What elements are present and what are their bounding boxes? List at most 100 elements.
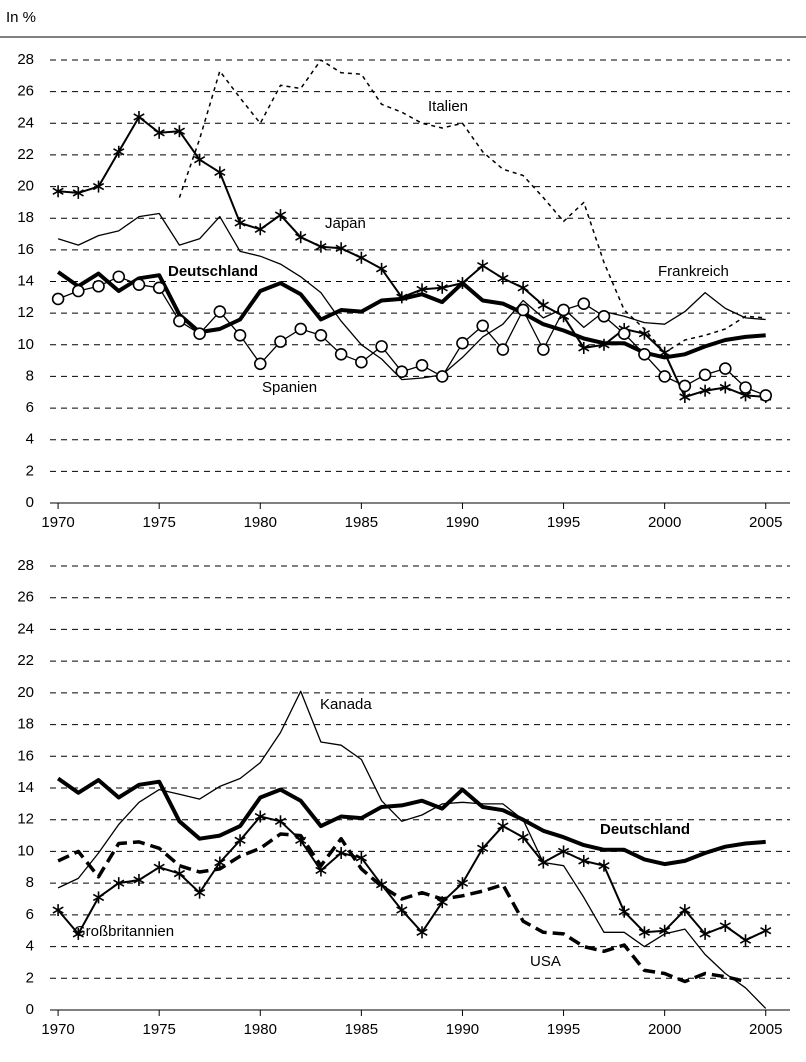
point-marker <box>294 322 308 336</box>
marker-stroke <box>416 928 428 936</box>
point-marker <box>274 815 287 828</box>
point-marker <box>658 370 671 383</box>
point-marker <box>456 336 469 350</box>
marker-stroke <box>193 888 206 897</box>
series-label: Großbritannien <box>74 923 174 940</box>
point-marker <box>254 810 266 823</box>
point-marker <box>335 242 347 255</box>
point-marker <box>719 919 731 932</box>
point-marker <box>214 166 226 179</box>
point-marker <box>739 381 752 394</box>
point-marker <box>537 299 549 312</box>
point-marker <box>719 362 732 375</box>
x-tick-label: 2000 <box>648 1021 681 1038</box>
point-marker <box>699 927 711 940</box>
x-tick-label: 1995 <box>547 1021 580 1038</box>
y-tick-label: 22 <box>17 146 34 163</box>
point-marker <box>557 845 570 858</box>
point-marker <box>355 355 368 369</box>
marker-stroke <box>133 876 145 884</box>
marker-stroke <box>234 219 246 227</box>
series-label: Japan <box>325 215 366 232</box>
marker-stroke <box>578 344 590 352</box>
y-tick-label: 24 <box>17 620 34 637</box>
marker-stroke <box>254 812 266 821</box>
point-marker <box>214 856 226 869</box>
series-line <box>57 690 767 1009</box>
y-tick-label: 26 <box>17 589 34 606</box>
y-tick-label: 22 <box>17 652 34 669</box>
point-marker <box>132 278 146 291</box>
y-tick-label: 12 <box>17 304 34 321</box>
marker-stroke <box>739 936 752 944</box>
point-marker <box>578 341 590 354</box>
marker-stroke <box>52 906 64 914</box>
x-tick-label: 2005 <box>749 1021 782 1038</box>
x-tick-label: 2005 <box>749 514 782 531</box>
marker-stroke <box>52 187 64 196</box>
point-marker <box>173 867 186 880</box>
point-marker <box>456 877 469 890</box>
marker-stroke <box>173 127 186 135</box>
point-marker <box>315 240 327 253</box>
y-tick-label: 4 <box>26 938 34 955</box>
y-tick-label: 24 <box>17 114 34 131</box>
point-marker <box>517 831 529 844</box>
point-marker <box>112 270 126 284</box>
point-marker <box>92 279 105 293</box>
point-marker <box>52 904 64 917</box>
marker-stroke <box>274 211 287 219</box>
marker-stroke <box>638 330 651 338</box>
marker-stroke <box>295 233 307 241</box>
point-marker <box>679 904 691 917</box>
marker-stroke <box>254 225 266 233</box>
point-marker <box>113 877 125 890</box>
point-marker <box>396 904 408 917</box>
point-marker <box>234 216 246 229</box>
x-tick-label: 1975 <box>142 1021 175 1038</box>
marker-stroke <box>396 906 408 914</box>
point-marker <box>759 389 773 402</box>
marker-stroke <box>537 858 549 867</box>
marker-stroke <box>497 274 509 283</box>
point-marker <box>193 327 206 341</box>
marker-stroke <box>113 879 125 887</box>
x-tick-label: 1975 <box>142 514 175 531</box>
marker-stroke <box>517 284 529 292</box>
marker-stroke <box>173 869 186 878</box>
point-marker <box>133 110 145 123</box>
series-label: Kanada <box>320 696 372 713</box>
y-tick-label: 8 <box>26 367 34 384</box>
marker-stroke <box>477 261 489 270</box>
point-marker <box>72 284 85 298</box>
point-marker <box>152 281 166 295</box>
point-marker <box>477 259 489 272</box>
point-marker <box>314 328 328 342</box>
point-marker <box>133 873 145 886</box>
point-marker <box>153 126 165 139</box>
marker-stroke <box>193 155 206 164</box>
marker-stroke <box>497 822 509 830</box>
y-tick-label: 0 <box>26 494 34 511</box>
y-tick-label: 12 <box>17 811 34 828</box>
y-tick-label: 0 <box>26 1001 34 1018</box>
point-marker <box>679 390 691 403</box>
marker-stroke <box>113 148 125 156</box>
point-marker <box>617 327 631 341</box>
point-marker <box>153 861 165 874</box>
point-marker <box>375 340 388 353</box>
point-marker <box>415 359 429 372</box>
marker-stroke <box>760 927 772 935</box>
point-marker <box>92 891 105 904</box>
point-marker <box>274 335 287 348</box>
series-label: Italien <box>428 98 468 115</box>
marker-stroke <box>739 391 752 400</box>
point-marker <box>416 926 428 939</box>
x-tick-label: 1985 <box>345 514 378 531</box>
x-tick-label: 1990 <box>446 514 479 531</box>
marker-stroke <box>375 265 388 273</box>
marker-stroke <box>355 854 367 862</box>
point-marker <box>213 305 227 318</box>
marker-stroke <box>375 881 388 889</box>
